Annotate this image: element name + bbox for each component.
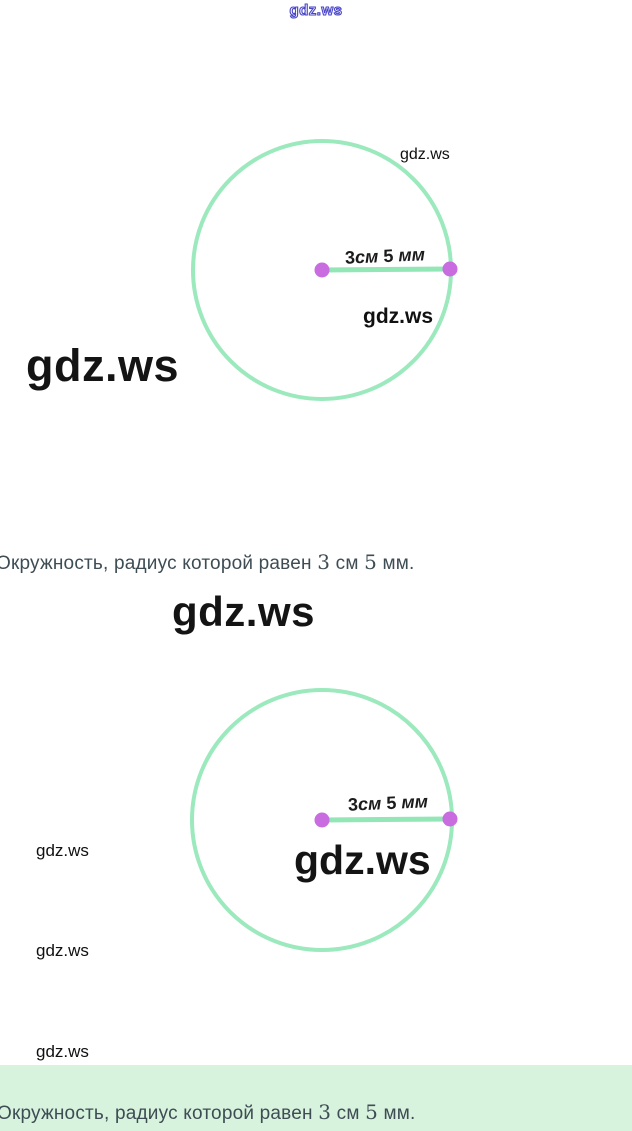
unit-mm: мм	[397, 244, 426, 266]
radius-endpoint	[442, 811, 458, 827]
caption-text: Окружность, радиус которой равен	[0, 1103, 313, 1124]
caption-number: 3	[317, 550, 331, 574]
watermark: gdz.ws	[36, 841, 89, 860]
figure1-caption: Окружность, радиус которой равен 3 см 5 …	[0, 550, 415, 575]
radius-line	[319, 816, 453, 823]
radius-measurement-label: 3см 5 мм	[345, 244, 426, 268]
radius-endpoint	[442, 261, 458, 277]
caption-unit: см	[335, 553, 359, 574]
watermark-large: gdz.ws	[26, 340, 180, 391]
caption-unit: мм.	[382, 553, 415, 574]
figure2-caption: Окружность, радиус которой равен 3 см 5 …	[0, 1100, 416, 1125]
center-point	[314, 262, 330, 278]
unit-cm: см	[354, 246, 379, 268]
watermark: gdz.ws	[363, 305, 434, 328]
radius-line	[319, 266, 453, 273]
caption-text: Окружность, радиус которой равен	[0, 553, 312, 574]
watermark: gdz.ws	[36, 1042, 89, 1061]
watermark: gdz.ws	[400, 146, 450, 163]
watermark: gdz.ws	[36, 941, 89, 960]
answer-band	[0, 1065, 632, 1131]
caption-unit: см	[336, 1103, 360, 1124]
circle-diagram-1	[191, 139, 458, 401]
center-point	[314, 812, 330, 828]
section-heading-watermark: gdz.ws	[172, 588, 316, 635]
radius-value-mm: 5	[385, 792, 397, 814]
circle-diagram-2	[190, 688, 458, 952]
caption-number: 5	[364, 550, 378, 574]
radius-value-mm: 5	[382, 245, 394, 267]
watermark-large: gdz.ws	[294, 837, 431, 883]
unit-mm: мм	[400, 791, 429, 813]
radius-measurement-label: 3см 5 мм	[348, 791, 429, 815]
caption-number: 5	[365, 1100, 379, 1124]
unit-cm: см	[357, 793, 382, 815]
top-watermark: gdz.ws	[289, 1, 343, 19]
caption-number: 3	[318, 1100, 332, 1124]
caption-unit: мм.	[383, 1103, 416, 1124]
